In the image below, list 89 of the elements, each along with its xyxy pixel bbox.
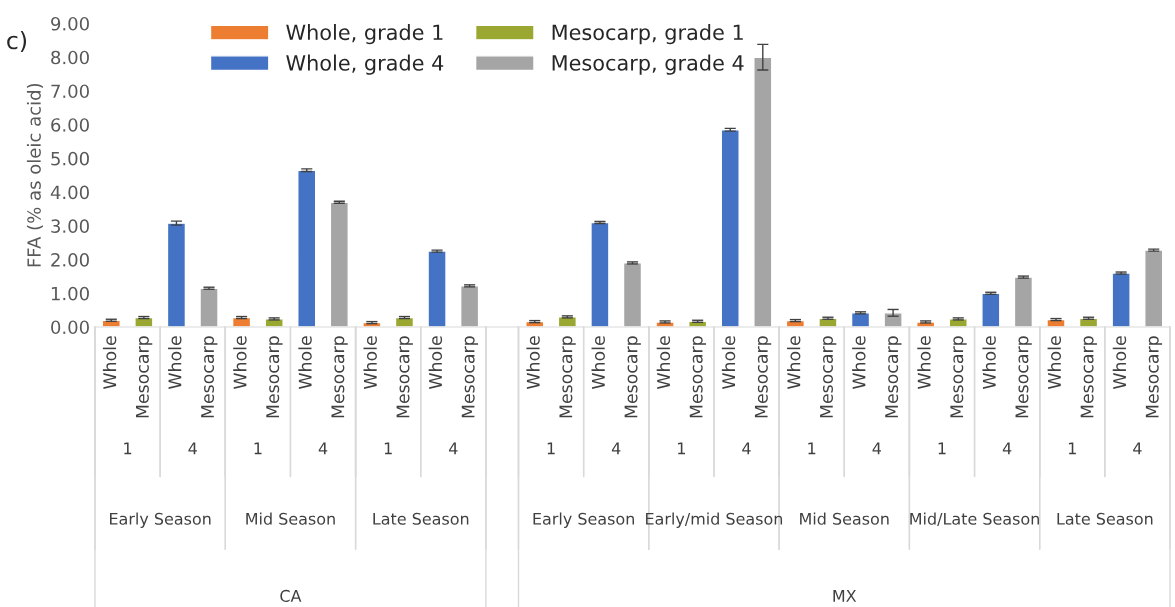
text: 4 [1002,442,1012,455]
text: 4 [188,442,197,455]
bar [329,201,349,327]
x-tick-label: Mesocarp [1145,336,1163,418]
x-tick-label: Mesocarp [201,336,218,418]
text: 4 [318,442,328,455]
x-tick-label: Whole [917,336,931,390]
legend-label: Whole, grade 1 [286,24,443,45]
x-tick-label: Mesocarp [950,336,967,418]
bar [883,312,903,327]
bar [199,287,219,327]
text: Late Season [373,512,469,525]
text: 1 [547,442,555,455]
x-tick-label: Whole [526,336,540,390]
text: 1 [254,442,262,455]
text: Early Season [110,512,211,528]
x-tick-label: Mesocarp [559,336,576,418]
x-tick-label: Whole [363,336,377,390]
x-tick-label: Whole [428,336,443,390]
bar [459,285,480,327]
text: 1 [384,442,392,455]
y-tick-label: 0.00 [51,320,89,335]
bar [297,169,317,327]
text: Mid Season [800,512,889,525]
bar [427,250,447,327]
x-tick-label: Whole [168,336,182,390]
x-tick-label: Mesocarp [331,336,348,418]
x-tick-label: Whole [1047,336,1062,390]
text: Early Season [533,512,634,528]
text: 1 [808,442,816,455]
y-tick-label: 7.00 [51,84,89,99]
text: 4 [742,442,751,455]
text: 4 [611,442,621,455]
text: 1 [678,442,685,455]
bar [981,292,1001,327]
x-tick-label: Mesocarp [885,336,902,418]
x-tick-label: Mesocarp [689,336,707,418]
y-tick-label: 6.00 [51,118,89,132]
text: c) [7,31,27,53]
y-tick-label: 8.00 [51,50,89,65]
text: Late Season [1057,512,1153,525]
bar [590,221,610,327]
bar [720,129,740,327]
text: 1 [124,442,132,455]
x-tick-label: Mesocarp [754,336,772,418]
x-tick-label: Whole [852,336,866,390]
text: Mid/Late Season [910,512,1039,527]
x-tick-label: Mesocarp [820,336,837,418]
bar [1111,272,1131,327]
y-tick-label: 2.00 [51,253,89,267]
text: Mid Season [246,512,335,525]
y-tick-label: 1.00 [51,286,89,301]
bar [166,222,187,327]
x-tick-label: Mesocarp [266,336,283,418]
y-tick-label: 9.00 [51,16,89,31]
text: 1 [1068,442,1076,455]
x-tick-label: Mesocarp [136,336,153,418]
x-tick-label: Whole [233,336,247,390]
x-tick-label: Mesocarp [1015,336,1032,418]
x-tick-label: Whole [656,336,671,390]
bar [622,262,643,327]
text: 4 [872,442,881,455]
bar [753,56,773,327]
bar [1013,276,1034,327]
legend-label: Mesocarp, grade 4 [552,54,744,75]
text: 4 [1133,442,1142,455]
legend-label: Whole, grade 4 [286,54,444,75]
legend-label: Mesocarp, grade 1 [552,24,743,45]
y-tick-label: 3.00 [51,219,89,233]
y-axis-title: FFA (% as oleic acid) [26,83,44,267]
x-tick-label: Whole [298,336,312,390]
text: CA [280,589,302,602]
x-tick-label: Whole [591,336,605,390]
text: Early/mid Season [646,512,783,528]
text: MX [833,590,857,602]
x-tick-label: Mesocarp [396,336,413,418]
x-tick-label: Whole [982,336,996,390]
x-tick-label: Whole [786,336,801,390]
x-tick-label: Whole [721,336,736,390]
x-tick-label: Mesocarp [1080,336,1097,418]
text: 4 [449,442,458,455]
y-tick-label: 4.00 [50,185,89,200]
x-tick-label: Mesocarp [461,336,479,418]
x-tick-label: Whole [1112,336,1127,390]
y-tick-label: 5.00 [51,151,89,166]
x-tick-label: Mesocarp [624,336,641,418]
x-tick-label: Whole [102,336,117,390]
text: 1 [938,442,946,455]
bar [1144,249,1164,327]
